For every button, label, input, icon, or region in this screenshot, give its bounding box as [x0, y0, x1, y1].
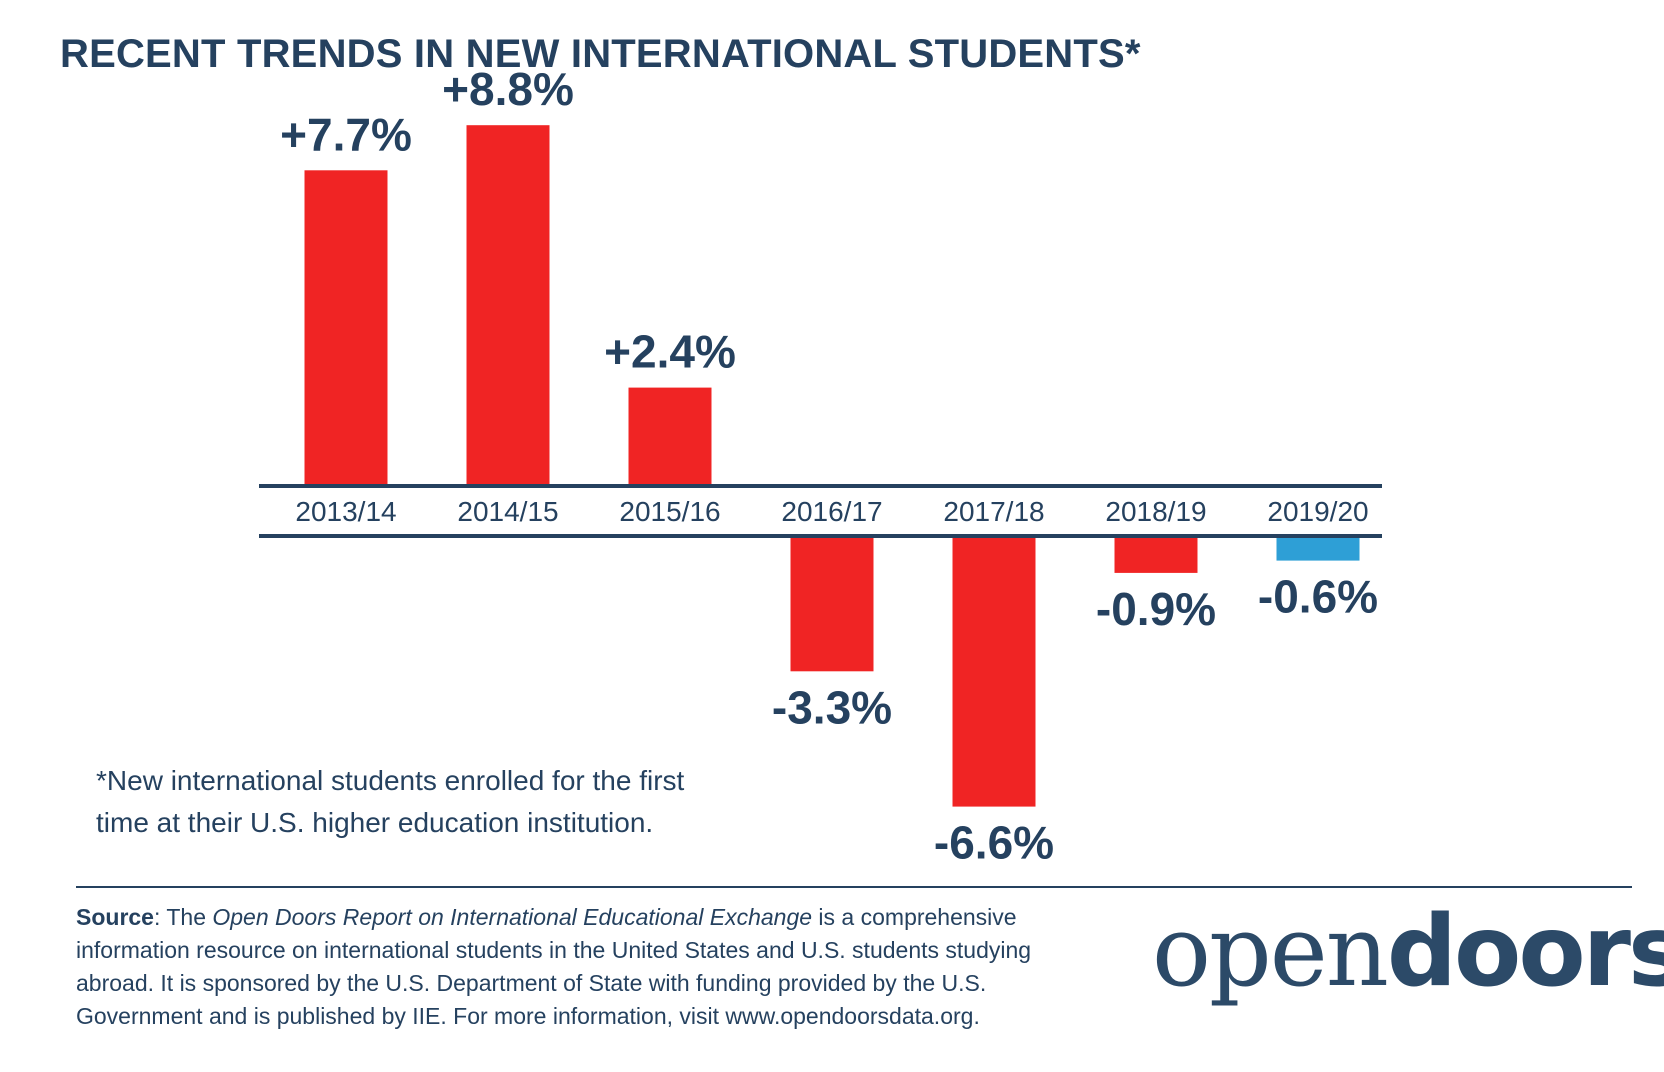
opendoors-logo: opendoors®	[1152, 900, 1664, 1001]
bar	[790, 536, 874, 672]
data-label: +7.7%	[280, 108, 412, 160]
bar	[466, 125, 550, 486]
footnote-line: time at their U.S. higher education inst…	[96, 807, 654, 838]
data-label: +8.8%	[442, 63, 574, 115]
bar	[1114, 536, 1198, 573]
chart-title: RECENT TRENDS IN NEW INTERNATIONAL STUDE…	[60, 32, 1141, 76]
category-label: 2019/20	[1267, 496, 1368, 527]
source-line: abroad. It is sponsored by the U.S. Depa…	[76, 970, 987, 996]
category-label: 2015/16	[619, 496, 720, 527]
category-label: 2013/14	[295, 496, 396, 527]
category-label: 2017/18	[943, 496, 1044, 527]
bar	[952, 536, 1036, 807]
logo-light-text: open	[1152, 895, 1389, 1009]
source-note: Source: The Open Doors Report on Interna…	[76, 901, 1136, 1033]
source-lead: : The	[153, 904, 213, 930]
footnote: *New international students enrolled for…	[96, 760, 796, 844]
bar	[1276, 536, 1360, 561]
source-label: Source	[76, 904, 154, 930]
divider	[76, 886, 1632, 888]
source-line: Source: The Open Doors Report on Interna…	[76, 901, 1136, 934]
data-label: -3.3%	[772, 681, 892, 733]
data-label: -0.9%	[1096, 583, 1216, 635]
logo-bold-text: doors	[1386, 895, 1664, 1009]
bar-chart: +7.7% 2013/14 +8.8% 2014/15 +2.4% 2015/16 -3.3…	[259, 63, 1382, 869]
bar	[628, 387, 712, 486]
data-label: +2.4%	[604, 326, 736, 378]
source-line-tail: is a comprehensive	[812, 904, 1017, 930]
category-label: 2016/17	[781, 496, 882, 527]
data-label: -6.6%	[934, 817, 1054, 869]
bar	[304, 170, 388, 487]
category-label: 2018/19	[1105, 496, 1206, 527]
report-title: Open Doors Report on International Educa…	[212, 904, 813, 930]
category-label: 2014/15	[457, 496, 558, 527]
data-label: -0.6%	[1258, 571, 1378, 623]
source-line: Government and is published by IIE. For …	[76, 1003, 980, 1029]
footnote-line: *New international students enrolled for…	[96, 765, 685, 796]
source-line: information resource on international st…	[76, 937, 1032, 963]
